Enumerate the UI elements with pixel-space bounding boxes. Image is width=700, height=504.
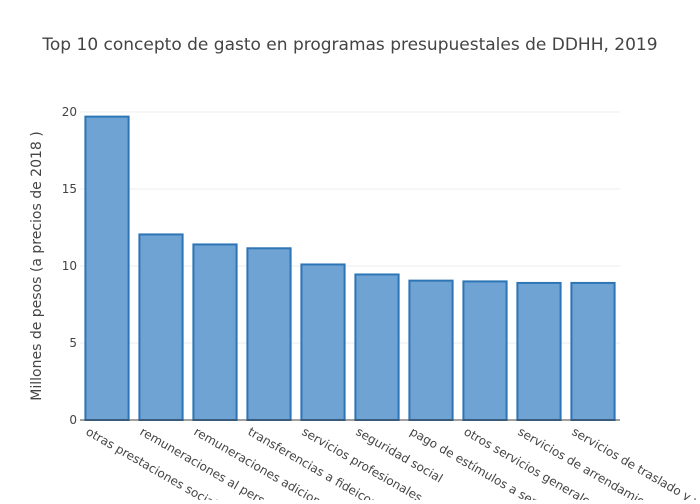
bar	[355, 274, 398, 420]
bar	[193, 244, 236, 420]
y-tick-label: 20	[62, 105, 77, 119]
bar	[139, 234, 182, 420]
bar	[571, 283, 614, 420]
y-tick-label: 0	[69, 413, 77, 427]
bar	[463, 281, 506, 420]
y-tick-label: 5	[69, 336, 77, 350]
chart-title: Top 10 concepto de gasto en programas pr…	[41, 35, 657, 55]
y-tick-label: 15	[62, 182, 77, 196]
bar	[301, 264, 344, 420]
y-tick-label: 10	[62, 259, 77, 273]
bar	[247, 248, 290, 420]
bar	[517, 283, 560, 420]
bar	[409, 281, 452, 420]
y-axis-label: Millones de pesos (a precios de 2018 )	[29, 131, 45, 400]
y-tick-labels: 0 5 10 15 20	[62, 105, 77, 427]
x-tick-labels: otras prestaciones socialeremuneraciones…	[84, 424, 700, 500]
bar	[85, 117, 128, 420]
bars	[85, 117, 614, 420]
